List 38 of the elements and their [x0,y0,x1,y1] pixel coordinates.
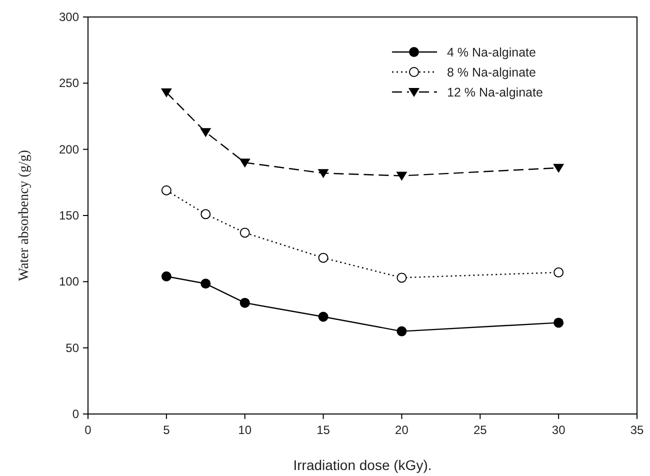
x-tick-label: 20 [395,423,409,437]
point [554,318,564,328]
point [554,267,564,278]
point [239,158,250,168]
x-tick-label: 0 [84,423,92,437]
point [318,169,329,178]
point [396,172,408,181]
point [161,271,172,282]
point [318,312,328,322]
y-tick-label: 150 [58,208,80,222]
legend-label: 4 % Na-alginate [447,46,536,60]
x-tick-label: 5 [163,423,170,437]
y-tick-label: 50 [66,340,80,355]
y-tick-label: 250 [58,76,80,90]
point [240,228,250,238]
y-axis-title: Water absorbency (g/g) [17,150,32,282]
x-tick-label: 10 [238,423,252,437]
legend-label: 12 % Na-alginate [447,86,543,100]
point [161,185,172,196]
y-tick-label: 300 [58,10,80,24]
x-tick-label: 35 [630,423,644,437]
x-tick-label: 30 [552,423,566,437]
legend-label: 8 % Na-alginate [447,66,536,80]
point [318,252,328,263]
x-tick-label: 15 [316,423,330,437]
y-tick-label: 200 [58,142,80,156]
point [200,278,211,289]
point [160,88,172,98]
point [200,128,212,138]
x-axis-title: Irradiation dose (kGy). [293,457,432,473]
x-tick-label: 25 [473,423,488,437]
y-tick-label: 0 [72,407,80,421]
y-tick-label: 100 [58,274,80,289]
point [396,272,407,283]
point [200,209,211,220]
point [240,298,250,308]
point [553,164,564,173]
point [396,326,407,336]
